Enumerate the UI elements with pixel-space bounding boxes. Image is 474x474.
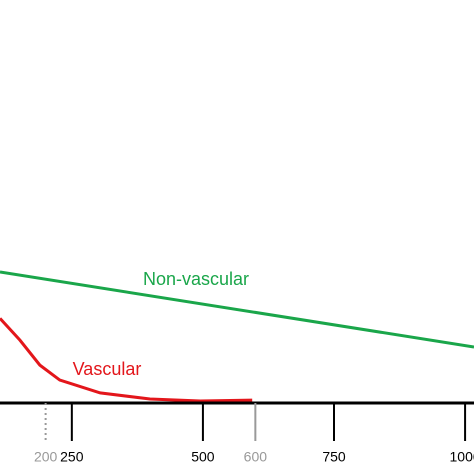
secondary-tick-label: 600: [244, 449, 268, 465]
series-label: Vascular: [73, 359, 142, 379]
x-tick-label: 500: [191, 449, 215, 465]
series-line: [0, 270, 474, 349]
series-line: [0, 317, 253, 403]
x-tick-label: 750: [322, 449, 346, 465]
x-tick-label: 250: [60, 449, 84, 465]
x-tick-label: 1000: [450, 449, 474, 465]
series-label: Non-vascular: [143, 269, 249, 289]
secondary-tick-label: 200: [34, 449, 58, 465]
